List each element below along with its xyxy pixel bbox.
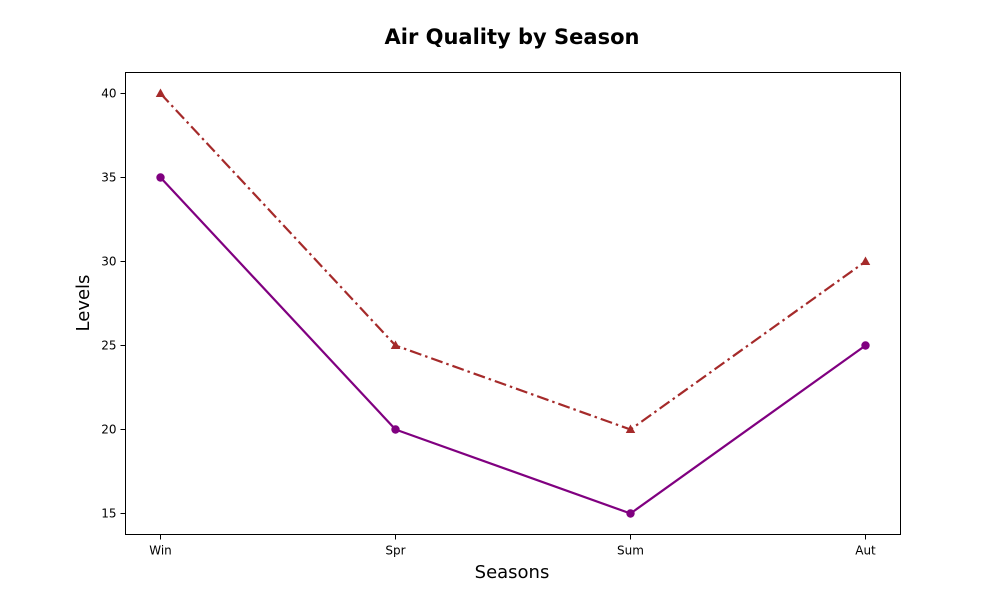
series-1 [156, 173, 870, 518]
data-point [625, 424, 636, 433]
y-axis-label: Levels [73, 275, 94, 332]
y-tick-label: 15 [101, 507, 116, 521]
chart-title: Air Quality by Season [385, 25, 640, 49]
data-point [390, 340, 401, 349]
series-line [159, 92, 867, 431]
y-tick-label: 30 [101, 255, 116, 269]
series-2 [155, 88, 871, 433]
data-point [156, 173, 165, 182]
y-tick-label: 25 [101, 339, 116, 353]
data-point [626, 509, 635, 518]
x-tick-label: Sum [617, 544, 644, 558]
series-layer [155, 88, 871, 518]
data-point [391, 425, 400, 434]
plot-area [125, 72, 901, 535]
y-tick-label: 20 [101, 423, 116, 437]
data-point [155, 88, 166, 97]
y-axis: 15 20 25 30 35 40 [101, 87, 126, 521]
data-point [860, 256, 871, 265]
data-point [861, 341, 870, 350]
x-tick-label: Aut [855, 544, 876, 558]
series-line [159, 176, 867, 515]
x-tick-label: Win [149, 544, 172, 558]
x-tick-label: Spr [385, 544, 405, 558]
y-tick-label: 40 [101, 87, 116, 101]
x-axis: Win Spr Sum Aut [149, 534, 876, 558]
y-tick-label: 35 [101, 171, 116, 185]
x-axis-label: Seasons [475, 562, 550, 583]
